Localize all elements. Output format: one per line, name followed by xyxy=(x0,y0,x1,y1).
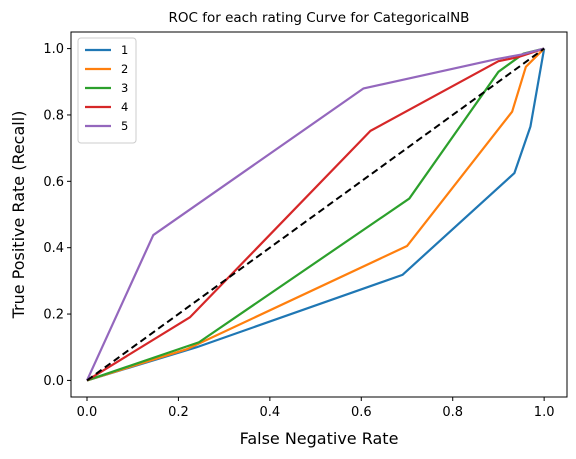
y-tick-label: 0.2 xyxy=(43,308,64,323)
x-tick-label: 1.0 xyxy=(534,405,555,420)
x-tick-label: 0.8 xyxy=(442,405,463,420)
x-axis: 0.0 0.2 0.4 0.6 0.8 1.0 xyxy=(77,397,555,420)
x-axis-label: False Negative Rate xyxy=(240,429,399,448)
y-tick-label: 0.8 xyxy=(43,108,64,123)
reference-diagonal-line xyxy=(86,47,545,382)
series-line-2 xyxy=(86,47,545,382)
series-line-4 xyxy=(86,47,545,382)
legend-label-1: 1 xyxy=(121,43,128,57)
series-line-5 xyxy=(85,47,545,381)
x-tick-label: 0.6 xyxy=(351,405,372,420)
y-axis-label: True Positive Rate (Recall) xyxy=(9,111,28,320)
legend-label-3: 3 xyxy=(121,81,128,95)
legend-label-2: 2 xyxy=(121,62,128,76)
series-line-1 xyxy=(86,48,546,382)
y-tick-label: 1.0 xyxy=(43,42,64,57)
plot-area xyxy=(85,47,546,382)
y-axis: 0.0 0.2 0.4 0.6 0.8 1.0 xyxy=(43,42,71,389)
x-tick-label: 0.0 xyxy=(77,405,98,420)
x-tick-label: 0.2 xyxy=(168,405,189,420)
y-tick-label: 0.4 xyxy=(43,241,64,256)
legend: 1 2 3 4 5 xyxy=(77,37,137,144)
x-tick-label: 0.4 xyxy=(260,405,281,420)
legend-label-5: 5 xyxy=(121,119,128,133)
legend-box xyxy=(77,37,137,144)
plot-frame xyxy=(70,31,568,398)
chart-title: ROC for each rating Curve for Categorica… xyxy=(169,10,470,26)
y-tick-label: 0.0 xyxy=(43,374,64,389)
series-line-3 xyxy=(86,47,545,382)
y-tick-label: 0.6 xyxy=(43,175,64,190)
legend-label-4: 4 xyxy=(121,100,128,114)
